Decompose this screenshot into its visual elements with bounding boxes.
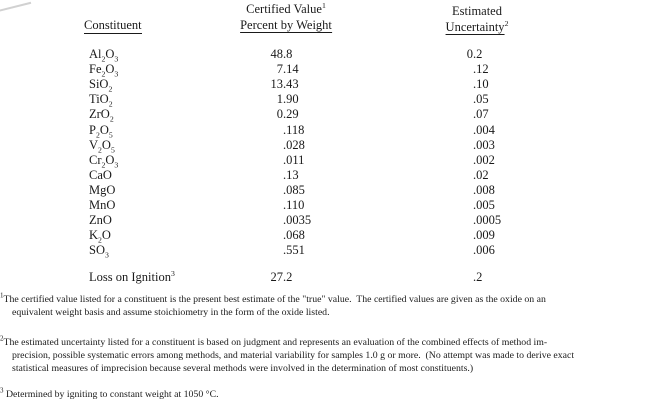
table-header-constituent: Constituent xyxy=(84,18,142,34)
constituent-name: K2O xyxy=(89,228,111,245)
constituent-name: Fe2O3 xyxy=(89,62,119,79)
footnote-marker: 3 xyxy=(0,386,4,395)
footnote-3: 3 Determined by igniting to constant wei… xyxy=(0,386,648,401)
constituent-name: SiO2 xyxy=(89,77,113,94)
table-row: SiO2 13.43 .10 xyxy=(0,77,648,94)
uncertainty-value: .2 xyxy=(473,270,483,285)
scan-artifact xyxy=(0,1,32,12)
certified-value: .8 xyxy=(283,47,293,61)
footnote-line: equivalent weight basis and assume stoic… xyxy=(12,307,330,319)
table-row: Loss on Ignition3 27.2.2 xyxy=(0,270,648,285)
table-row: Al2O3 48.8 0.2 xyxy=(0,47,648,64)
table-row: K2O .068 .009 xyxy=(0,228,648,245)
certified-value: .118 xyxy=(283,122,305,137)
constituent-name: ZnO xyxy=(89,213,112,228)
footnote-ref-2: 2 xyxy=(504,18,509,28)
constituent-name: Loss on Ignition3 xyxy=(89,269,175,285)
table-row: MgO .085 .008 xyxy=(0,183,648,198)
constituent-name: MgO xyxy=(89,182,116,197)
constituent-name: Cr2O3 xyxy=(89,152,119,170)
certified-value: 27 xyxy=(270,270,284,285)
constituent-header-label: Constituent xyxy=(84,18,142,34)
table-row: Fe2O3 7.14 .12 xyxy=(0,62,648,79)
uncertainty-value: .008 xyxy=(473,182,495,197)
certified-value-header-line2: Percent by Weight xyxy=(240,17,332,33)
uncertainty-value: .0005 xyxy=(473,213,502,228)
certified-value: 1 xyxy=(276,92,283,107)
table-row: SO3 .551 .006 xyxy=(0,243,648,260)
constituent-name: P2O5 xyxy=(89,122,113,139)
footnote-line: 2The estimated uncertainty listed for a … xyxy=(0,334,548,348)
certified-value: 13 xyxy=(270,77,284,92)
table-row: TiO2 1.90 .05 xyxy=(0,92,648,109)
uncertainty-header-line1: Estimated xyxy=(451,4,502,18)
uncertainty-value: .004 xyxy=(473,122,495,137)
uncertainty-value: .02 xyxy=(473,167,489,182)
uncertainty-value: .05 xyxy=(473,92,489,107)
footnote-ref-1: 1 xyxy=(321,0,326,10)
uncertainty-value: .002 xyxy=(473,152,495,167)
certified-value: 7 xyxy=(276,62,283,77)
table-row: CaO .13 .02 xyxy=(0,168,648,183)
footnote-2: 2The estimated uncertainty listed for a … xyxy=(0,334,648,376)
uncertainty-value: .003 xyxy=(473,137,495,152)
footnote-1: 1The certified value listed for a consti… xyxy=(0,291,648,319)
constituent-name: CaO xyxy=(89,167,112,182)
certified-value: .028 xyxy=(283,137,305,152)
footnote-line: 3 Determined by igniting to constant wei… xyxy=(0,386,219,400)
constituent-name: V2O5 xyxy=(89,137,115,155)
certified-value: .90 xyxy=(283,92,299,107)
table-row: P2O5 .118 .004 xyxy=(0,122,648,139)
uncertainty-header-line2: Uncertainty2 xyxy=(445,18,509,35)
certified-value: 0 xyxy=(276,107,283,122)
certified-value: 48 xyxy=(270,47,284,61)
table-header-estimated-uncertainty: Estimated Uncertainty2 xyxy=(445,4,509,35)
constituent-name: SO3 xyxy=(89,243,109,260)
certified-value: .29 xyxy=(283,107,299,122)
certified-value: .0035 xyxy=(283,213,312,228)
uncertainty-value: .07 xyxy=(473,107,489,122)
uncertainty-value: .006 xyxy=(473,243,495,258)
certified-value: .085 xyxy=(283,182,305,197)
footnote-marker: 2 xyxy=(0,334,4,343)
table-row: MnO .110 .005 xyxy=(0,198,648,213)
uncertainty-value: 0 xyxy=(466,47,473,61)
uncertainty-value: .009 xyxy=(473,228,495,243)
constituent-name: TiO2 xyxy=(89,92,113,109)
table-row: ZnO .0035 .0005 xyxy=(0,213,648,228)
uncertainty-value: .005 xyxy=(473,198,495,212)
certified-value-header-line1: Certified Value1 xyxy=(246,0,326,16)
certified-value: .068 xyxy=(283,228,305,243)
certified-value: .110 xyxy=(283,198,305,212)
uncertainty-value: .10 xyxy=(473,77,489,92)
table-header-certified-value: Certified Value1 Percent by Weight xyxy=(240,0,332,33)
table-row: ZrO2 0.29 .07 xyxy=(0,107,648,124)
certified-value: .14 xyxy=(283,62,299,77)
table-row: V2O5 .028 .003 xyxy=(0,137,648,155)
footnote-marker: 1 xyxy=(0,291,4,300)
footnote-line: 1The certified value listed for a consti… xyxy=(0,291,546,305)
constituent-name: Al2O3 xyxy=(89,47,119,64)
uncertainty-value: .12 xyxy=(473,62,489,77)
constituent-name: ZrO2 xyxy=(89,107,114,124)
footnote-line: precision, possible systematic errors am… xyxy=(12,350,575,362)
constituent-name: MnO xyxy=(89,198,116,212)
uncertainty-value: .2 xyxy=(473,47,483,61)
certified-value: .13 xyxy=(283,167,299,182)
certified-value: .43 xyxy=(283,77,299,92)
certified-value: .2 xyxy=(283,270,293,285)
certified-value: .011 xyxy=(283,152,305,167)
footnote-line: statistical measures of imprecision beca… xyxy=(12,363,474,375)
certified-value: .551 xyxy=(283,243,305,258)
table-row: Cr2O3 .011 .002 xyxy=(0,152,648,170)
